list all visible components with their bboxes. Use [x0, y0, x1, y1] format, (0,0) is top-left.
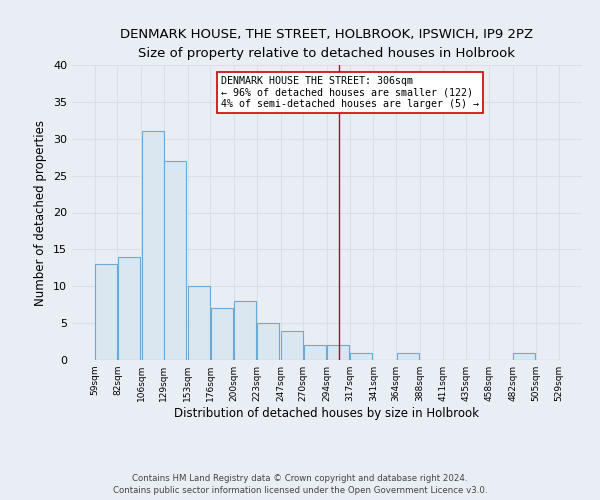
Bar: [211, 308, 233, 360]
Bar: [281, 330, 303, 360]
Y-axis label: Number of detached properties: Number of detached properties: [34, 120, 47, 306]
Bar: [95, 264, 117, 360]
Title: DENMARK HOUSE, THE STREET, HOLBROOK, IPSWICH, IP9 2PZ
Size of property relative : DENMARK HOUSE, THE STREET, HOLBROOK, IPS…: [121, 28, 533, 60]
Bar: [188, 286, 210, 360]
Bar: [257, 323, 279, 360]
Bar: [142, 132, 164, 360]
Bar: [350, 352, 372, 360]
Bar: [235, 301, 256, 360]
Text: DENMARK HOUSE THE STREET: 306sqm
← 96% of detached houses are smaller (122)
4% o: DENMARK HOUSE THE STREET: 306sqm ← 96% o…: [221, 76, 479, 110]
X-axis label: Distribution of detached houses by size in Holbrook: Distribution of detached houses by size …: [175, 407, 479, 420]
Bar: [304, 345, 326, 360]
Bar: [164, 161, 186, 360]
Text: Contains HM Land Registry data © Crown copyright and database right 2024.
Contai: Contains HM Land Registry data © Crown c…: [113, 474, 487, 495]
Bar: [513, 352, 535, 360]
Bar: [397, 352, 419, 360]
Bar: [328, 345, 349, 360]
Bar: [118, 257, 140, 360]
